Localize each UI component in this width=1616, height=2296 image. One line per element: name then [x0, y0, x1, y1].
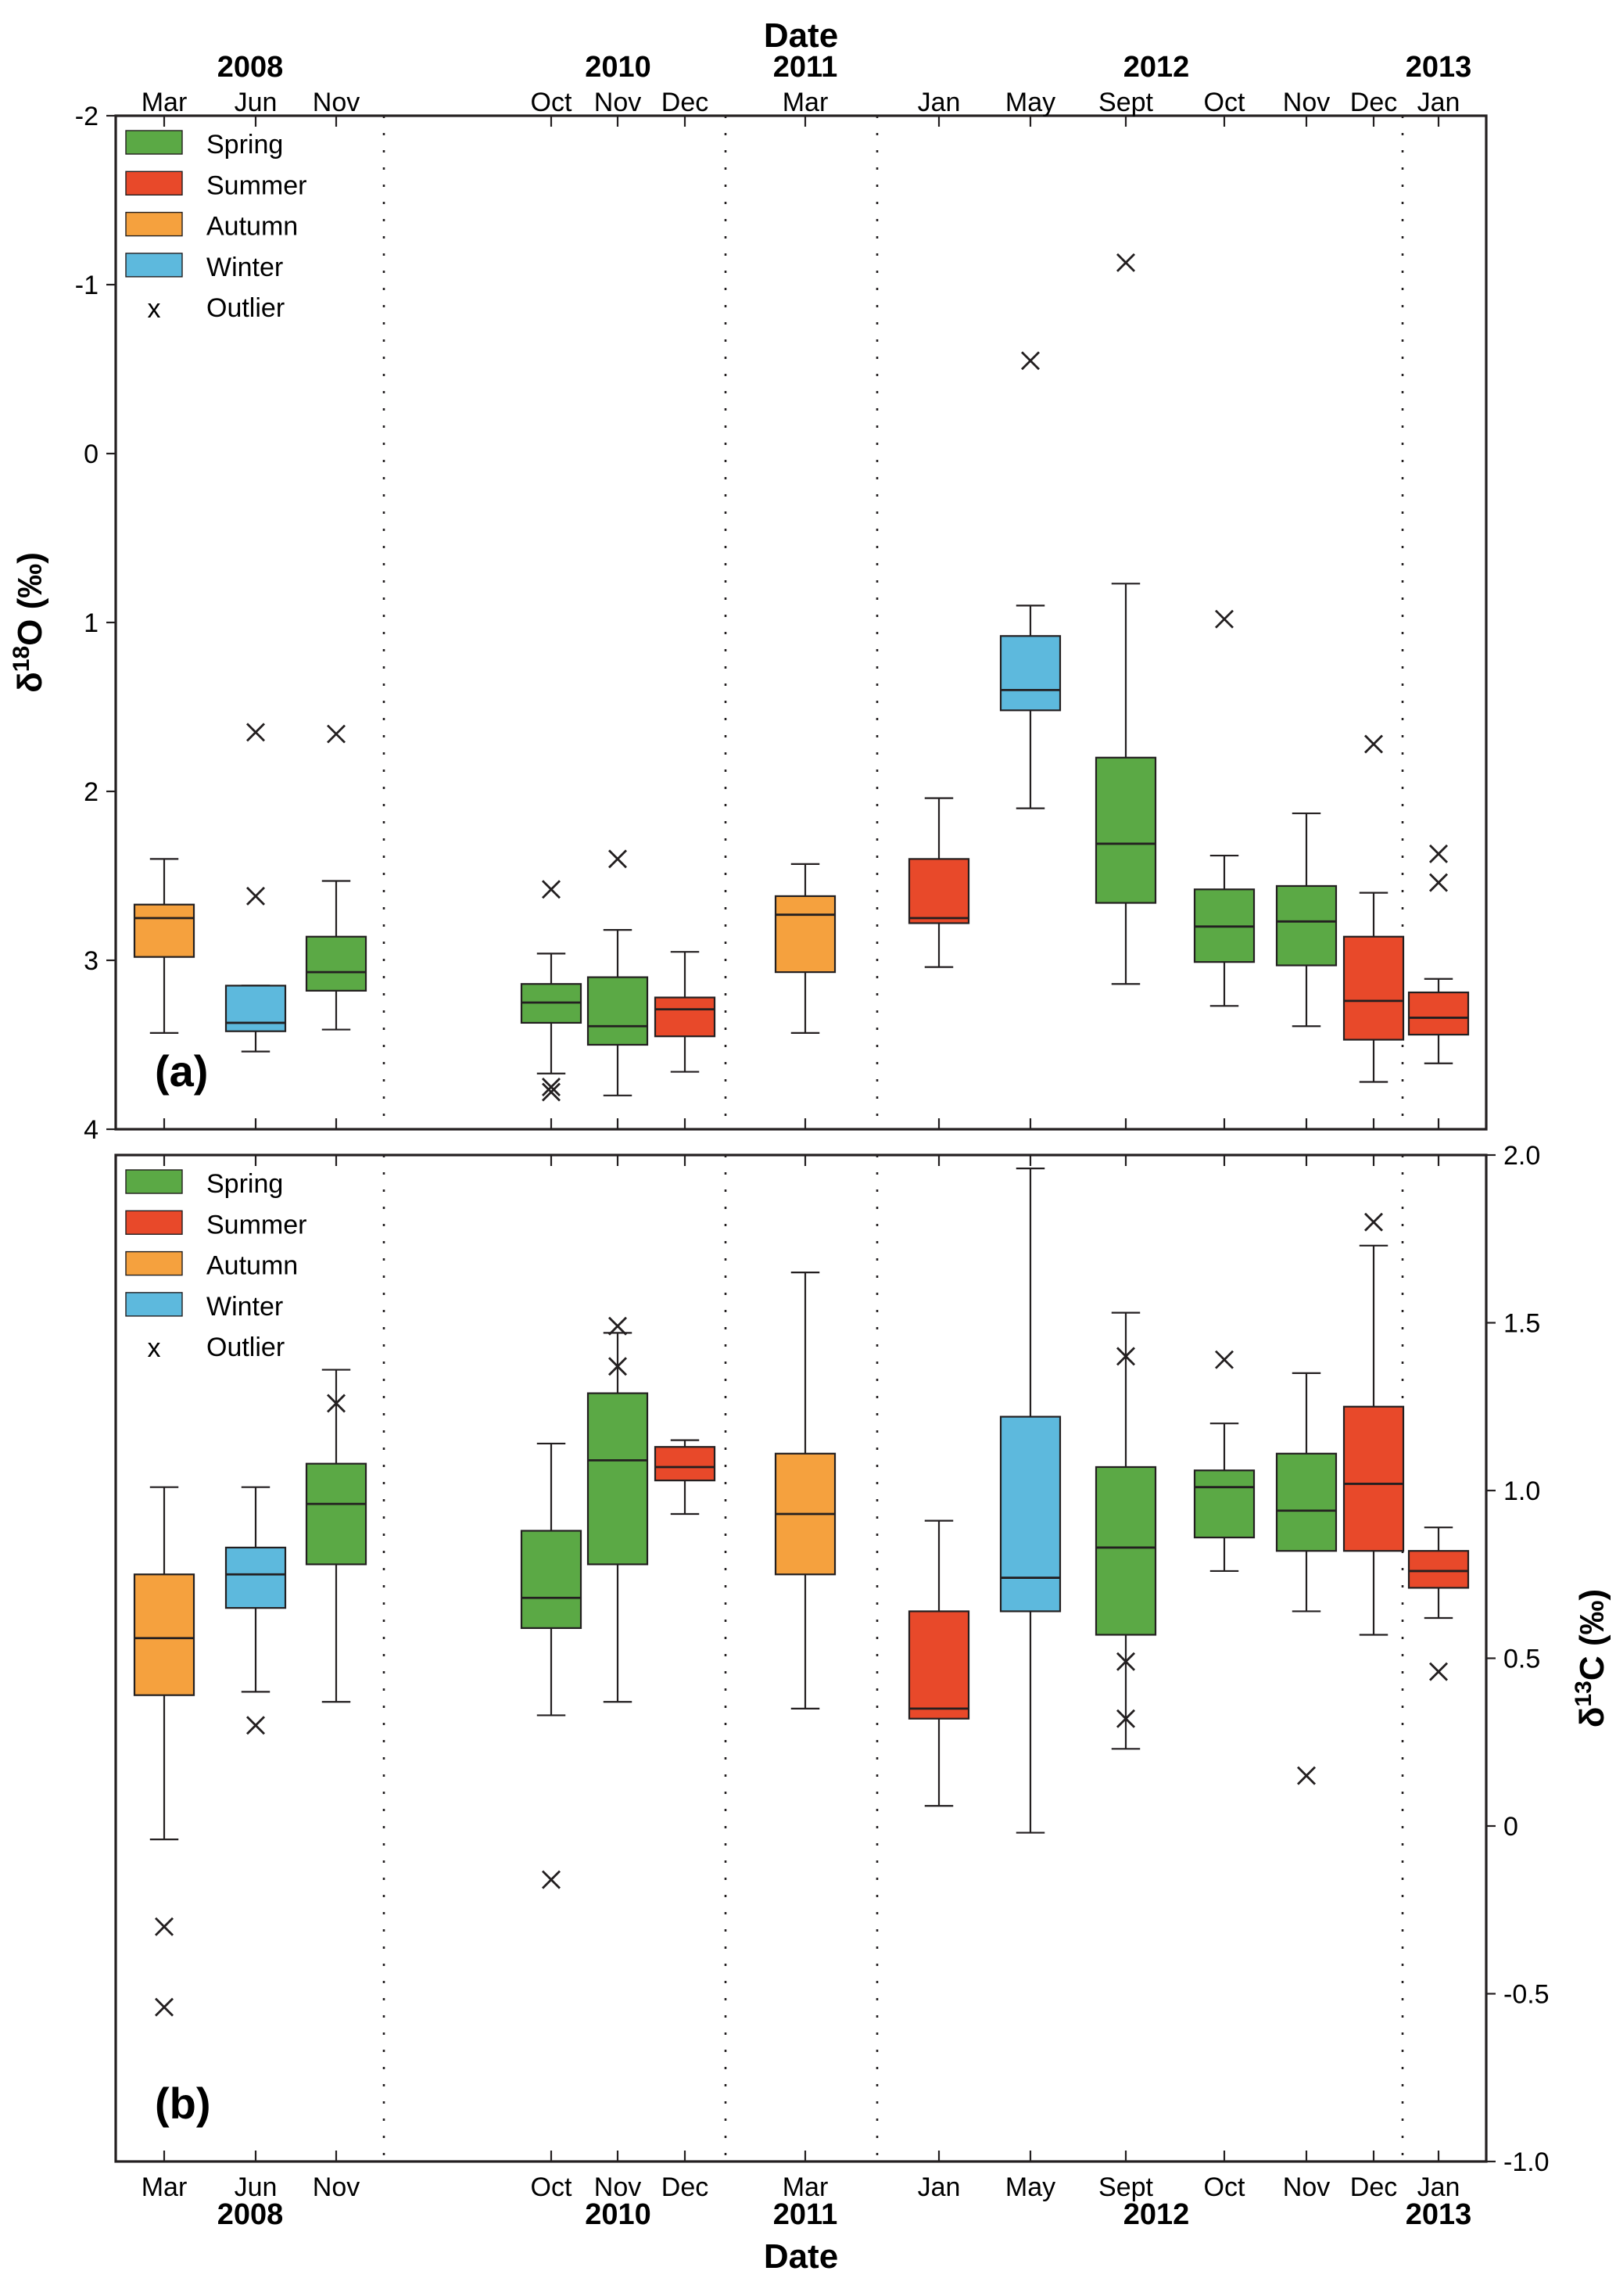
svg-text:x: x	[148, 1333, 161, 1363]
svg-text:Oct: Oct	[1204, 88, 1245, 117]
svg-text:Dec: Dec	[1350, 88, 1397, 117]
svg-text:May: May	[1005, 2172, 1055, 2202]
svg-text:Mar: Mar	[142, 88, 188, 117]
svg-text:Autumn: Autumn	[206, 212, 298, 242]
svg-text:Oct: Oct	[531, 2172, 572, 2202]
svg-text:(b): (b)	[155, 2079, 211, 2128]
svg-text:1.0: 1.0	[1503, 1476, 1540, 1506]
svg-text:Autumn: Autumn	[206, 1251, 298, 1281]
svg-text:-1: -1	[75, 271, 99, 300]
svg-text:Jun: Jun	[235, 88, 278, 117]
svg-text:Spring: Spring	[206, 130, 283, 160]
svg-text:Jan: Jan	[918, 2172, 961, 2202]
svg-text:Sept: Sept	[1098, 88, 1153, 117]
svg-text:Nov: Nov	[594, 88, 641, 117]
svg-text:0.5: 0.5	[1503, 1645, 1540, 1674]
svg-text:(a): (a)	[155, 1046, 208, 1096]
svg-text:Nov: Nov	[1283, 88, 1330, 117]
svg-text:Dec: Dec	[661, 2172, 708, 2202]
svg-text:2012: 2012	[1123, 51, 1190, 84]
svg-text:Summer: Summer	[206, 170, 306, 200]
svg-text:Winter: Winter	[206, 253, 283, 282]
svg-text:Outlier: Outlier	[206, 1333, 285, 1362]
svg-text:Nov: Nov	[313, 88, 360, 117]
svg-text:-2: -2	[75, 102, 99, 131]
svg-text:Winter: Winter	[206, 1292, 283, 1322]
svg-text:Dec: Dec	[1350, 2172, 1397, 2202]
svg-text:Date: Date	[764, 2237, 838, 2276]
svg-text:Date: Date	[764, 16, 838, 55]
svg-text:2: 2	[84, 777, 99, 807]
svg-text:0: 0	[1503, 1812, 1518, 1842]
svg-text:2012: 2012	[1123, 2198, 1190, 2231]
svg-text:3: 3	[84, 946, 99, 976]
svg-text:2011: 2011	[773, 51, 837, 84]
svg-text:Nov: Nov	[1283, 2172, 1330, 2202]
svg-text:Outlier: Outlier	[206, 293, 285, 323]
svg-text:2013: 2013	[1406, 2198, 1472, 2231]
svg-text:4: 4	[84, 1115, 99, 1145]
svg-text:2.0: 2.0	[1503, 1141, 1540, 1171]
svg-text:Oct: Oct	[1204, 2172, 1245, 2202]
svg-text:δ18O (‰): δ18O (‰)	[9, 552, 50, 693]
svg-text:δ13C (‰): δ13C (‰)	[1571, 1589, 1612, 1727]
svg-text:-1.0: -1.0	[1503, 2147, 1550, 2177]
svg-text:Oct: Oct	[531, 88, 572, 117]
svg-text:Summer: Summer	[206, 1210, 306, 1239]
svg-text:0: 0	[84, 439, 99, 469]
svg-text:2008: 2008	[217, 2198, 284, 2231]
svg-text:1: 1	[84, 608, 99, 638]
svg-text:Dec: Dec	[661, 88, 708, 117]
svg-text:Mar: Mar	[783, 88, 829, 117]
svg-text:2008: 2008	[217, 51, 284, 84]
svg-text:2010: 2010	[585, 51, 651, 84]
svg-text:2010: 2010	[585, 2198, 651, 2231]
svg-text:Spring: Spring	[206, 1169, 283, 1199]
svg-text:2013: 2013	[1406, 51, 1472, 84]
svg-text:-0.5: -0.5	[1503, 1980, 1550, 2010]
svg-text:Jan: Jan	[1417, 88, 1460, 117]
svg-text:Jan: Jan	[918, 88, 961, 117]
svg-text:x: x	[148, 294, 161, 324]
svg-text:2011: 2011	[773, 2198, 837, 2231]
svg-text:Mar: Mar	[142, 2172, 188, 2202]
svg-text:Nov: Nov	[313, 2172, 360, 2202]
svg-text:1.5: 1.5	[1503, 1309, 1540, 1339]
svg-text:May: May	[1005, 88, 1055, 117]
